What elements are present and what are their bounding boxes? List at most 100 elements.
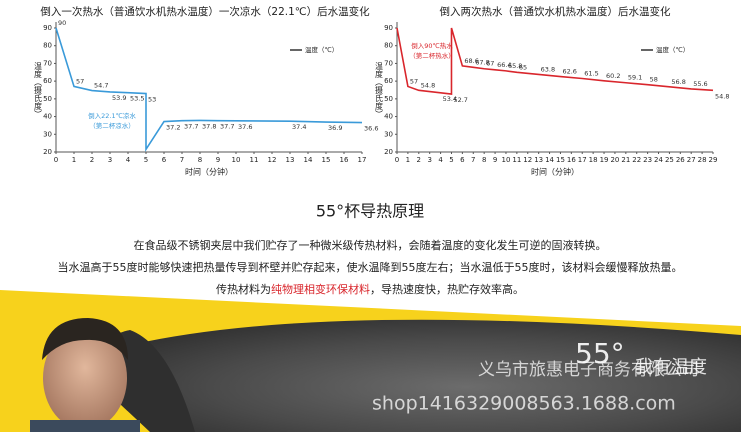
x-tick-label: 8 — [482, 156, 486, 164]
value-label: 65.8 — [508, 62, 522, 70]
x-tick-label: 4 — [126, 156, 131, 164]
x-tick-label: 1 — [72, 156, 76, 164]
x-tick-label: 17 — [578, 156, 587, 164]
slogan: 我有温度 — [635, 357, 707, 378]
x-tick-label: 15 — [556, 156, 565, 164]
value-label: 65 — [519, 63, 527, 71]
value-label: 66.4 — [497, 61, 511, 69]
value-label: 54.8 — [715, 92, 729, 100]
x-tick-label: 22 — [632, 156, 641, 164]
x-tick-label: 6 — [460, 156, 465, 164]
value-label: 57 — [76, 77, 84, 85]
logo-text: 55° — [575, 337, 625, 370]
x-tick-label: 10 — [502, 156, 511, 164]
x-tick-label: 2 — [417, 156, 421, 164]
x-tick-label: 11 — [250, 156, 259, 164]
y-tick-label: 80 — [43, 42, 52, 50]
value-label: 90 — [58, 19, 66, 27]
paragraph-highlight: 纯物理相变环保材料 — [271, 282, 370, 296]
value-label: 54.7 — [94, 82, 108, 90]
x-tick-label: 3 — [427, 156, 431, 164]
y-axis-title: 温度（摄氏度） — [375, 62, 384, 118]
person-hair — [42, 318, 128, 360]
x-axis-title: 时间（分钟） — [531, 167, 579, 177]
x-tick-label: 7 — [180, 156, 184, 164]
value-label: 67 — [486, 60, 494, 68]
x-tick-label: 26 — [676, 156, 685, 164]
annotation: （第二杯凉水） — [89, 121, 135, 130]
x-tick-label: 14 — [304, 156, 313, 164]
y-tick-label: 50 — [384, 95, 393, 103]
y-tick-label: 60 — [43, 77, 52, 85]
x-tick-label: 9 — [216, 156, 220, 164]
value-label: 63.8 — [541, 65, 555, 73]
paragraph: 传热材料为纯物理相变环保材料，导热速度快，热贮存效率高。 — [216, 282, 524, 296]
annotation: 倒入90℃热水 — [411, 41, 453, 50]
section-heading: 55°杯导热原理 — [316, 202, 424, 221]
value-label: 37.2 — [166, 124, 180, 132]
value-label: 57 — [410, 77, 418, 85]
x-tick-label: 24 — [654, 156, 663, 164]
value-label: 62.6 — [562, 68, 576, 76]
y-tick-label: 30 — [384, 130, 393, 138]
x-tick-label: 13 — [286, 156, 295, 164]
charts: 倒入一次热水（普通饮水机热水温度）一次凉水（22.1℃）后水温变化 20 30 40 5… — [34, 5, 730, 177]
x-tick-label: 11 — [512, 156, 521, 164]
value-label: 37.8 — [202, 122, 216, 130]
chart-title: 倒入一次热水（普通饮水机热水温度）一次凉水（22.1℃）后水温变化 — [40, 5, 370, 18]
y-tick-label: 80 — [384, 42, 393, 50]
value-label: 58 — [650, 76, 658, 84]
x-tick-label: 16 — [567, 156, 576, 164]
y-tick-label: 70 — [43, 59, 52, 67]
person-shirt — [30, 420, 140, 432]
y-tick-label: 40 — [43, 113, 52, 121]
x-tick-label: 10 — [232, 156, 241, 164]
x-tick-label: 9 — [493, 156, 497, 164]
value-label: 36.6 — [364, 125, 378, 133]
value-label: 56.8 — [671, 78, 685, 86]
data-line — [396, 27, 714, 95]
value-label: 67.8 — [475, 58, 489, 66]
value-label: 53.9 — [112, 94, 126, 102]
x-tick-label: 4 — [438, 156, 443, 164]
value-label: 59.1 — [628, 74, 642, 82]
x-tick-label: 16 — [340, 156, 349, 164]
x-tick-label: 3 — [108, 156, 112, 164]
y-tick-label: 40 — [384, 113, 393, 121]
x-tick-label: 18 — [589, 156, 598, 164]
annotation: （第二杯热水） — [409, 51, 455, 60]
x-tick-label: 1 — [406, 156, 410, 164]
y-tick-label: 50 — [43, 95, 52, 103]
x-tick-label: 2 — [90, 156, 94, 164]
y-tick-label: 20 — [384, 148, 393, 156]
banner-image: 55° 我有温度 义乌市旅惠电子商务有限公司 shop1416329008563… — [0, 290, 741, 432]
y-tick-label: 90 — [384, 24, 393, 32]
x-axis-title: 时间（分钟） — [185, 167, 233, 177]
value-label: 68.6 — [464, 57, 478, 65]
value-label: 60.2 — [606, 72, 620, 80]
value-label: 37.7 — [220, 123, 234, 131]
x-tick-label: 23 — [643, 156, 652, 164]
y-tick-label: 70 — [384, 59, 393, 67]
y-tick-label: 90 — [43, 24, 52, 32]
value-label: 36.9 — [328, 124, 342, 132]
chart-title: 倒入两次热水（普通饮水机热水温度）后水温变化 — [440, 5, 671, 18]
x-tick-label: 27 — [687, 156, 696, 164]
paragraph: 当水温高于55度时能够快速把热量传导到杯壁并贮存起来，使水温降到55度左右；当水… — [58, 260, 683, 274]
value-label: 53.4 — [443, 95, 457, 103]
y-tick-label: 30 — [43, 130, 52, 138]
person-face — [43, 326, 127, 430]
x-tick-label: 21 — [621, 156, 630, 164]
x-tick-label: 6 — [162, 156, 167, 164]
data-line — [55, 27, 363, 153]
x-tick-label: 7 — [471, 156, 475, 164]
x-tick-label: 20 — [610, 156, 619, 164]
value-label: 37.7 — [184, 123, 198, 131]
value-label: 55.6 — [693, 80, 707, 88]
value-label: 54.8 — [421, 81, 435, 89]
legend-label: 温度（℃） — [305, 45, 338, 54]
watermark: shop1416329008563.1688.com — [372, 393, 676, 415]
y-axis-title: 温度（摄氏度） — [34, 62, 43, 118]
paragraph-part: 传热材料为 — [216, 282, 271, 296]
x-tick-label: 8 — [198, 156, 202, 164]
